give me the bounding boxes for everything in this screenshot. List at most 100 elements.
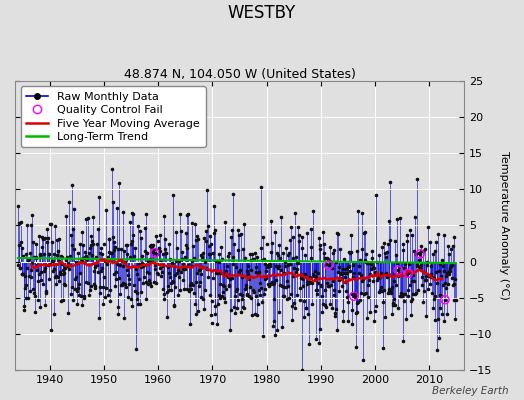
Point xyxy=(407,298,415,304)
Point xyxy=(85,292,93,298)
Point xyxy=(178,249,186,255)
Point xyxy=(236,267,244,274)
Point xyxy=(171,272,180,278)
Point xyxy=(291,210,299,216)
Point xyxy=(39,268,48,274)
Point xyxy=(264,262,272,268)
Point xyxy=(174,274,183,280)
Point xyxy=(398,293,406,300)
Point xyxy=(396,293,405,299)
Point xyxy=(203,266,211,272)
Point xyxy=(203,186,212,193)
Point xyxy=(206,250,215,257)
Point xyxy=(331,309,339,316)
Point xyxy=(224,249,233,256)
Point xyxy=(97,268,105,274)
Point xyxy=(428,274,436,280)
Point xyxy=(381,269,390,276)
Point xyxy=(424,273,433,279)
Point xyxy=(225,282,233,288)
Point xyxy=(230,191,238,197)
Point xyxy=(307,244,315,250)
Point xyxy=(117,246,125,252)
Point xyxy=(445,270,453,277)
Point xyxy=(223,274,232,280)
Point xyxy=(236,230,245,237)
Point xyxy=(238,274,246,280)
Point xyxy=(89,214,97,220)
Point xyxy=(137,264,145,270)
Point xyxy=(358,356,367,363)
Point xyxy=(45,251,53,257)
Point xyxy=(300,251,309,258)
Point xyxy=(37,269,45,276)
Point xyxy=(58,254,66,260)
Point xyxy=(366,266,375,272)
Point xyxy=(63,309,72,316)
Point xyxy=(152,280,160,286)
Point xyxy=(128,238,136,244)
Point xyxy=(16,264,25,271)
Point xyxy=(286,261,294,268)
Point xyxy=(113,204,122,211)
Point xyxy=(333,326,341,333)
Point xyxy=(397,290,405,297)
Point xyxy=(369,318,378,324)
Point xyxy=(190,254,199,261)
Point xyxy=(41,302,49,308)
Point xyxy=(41,264,50,271)
Point xyxy=(163,264,172,270)
Point xyxy=(206,292,214,298)
Point xyxy=(117,282,126,288)
Point xyxy=(173,266,182,273)
Point xyxy=(191,237,200,244)
Point xyxy=(72,274,80,280)
Point xyxy=(173,270,181,276)
Point xyxy=(418,282,426,288)
Point xyxy=(178,256,186,262)
Point xyxy=(28,212,36,219)
Point xyxy=(278,323,286,330)
Point xyxy=(127,241,135,247)
Point xyxy=(252,263,260,270)
Point xyxy=(233,305,241,311)
Point xyxy=(410,248,419,254)
Point xyxy=(176,287,184,294)
Point xyxy=(205,233,214,239)
Point xyxy=(288,303,296,310)
Point xyxy=(285,295,293,301)
Point xyxy=(225,283,234,290)
Point xyxy=(296,285,304,291)
Point xyxy=(161,236,169,242)
Point xyxy=(264,281,272,287)
Point xyxy=(176,211,184,218)
Point xyxy=(134,300,143,307)
Point xyxy=(51,223,59,229)
Title: 48.874 N, 104.050 W (United States): 48.874 N, 104.050 W (United States) xyxy=(124,68,355,81)
Point xyxy=(157,273,165,280)
Point xyxy=(52,273,60,279)
Point xyxy=(119,209,128,216)
Point xyxy=(302,305,310,312)
Point xyxy=(26,250,34,256)
Point xyxy=(181,266,189,272)
Point xyxy=(283,283,292,289)
Point xyxy=(330,247,338,254)
Point xyxy=(430,296,438,302)
Point xyxy=(417,262,425,268)
Point xyxy=(398,291,406,297)
Point xyxy=(374,275,382,282)
Point xyxy=(307,226,315,232)
Point xyxy=(387,287,396,294)
Point xyxy=(434,334,443,341)
Point xyxy=(213,320,222,327)
Point xyxy=(293,292,302,298)
Point xyxy=(130,253,138,259)
Point xyxy=(336,271,345,278)
Point xyxy=(76,241,84,247)
Point xyxy=(157,257,166,264)
Point xyxy=(341,279,349,285)
Point xyxy=(101,294,109,300)
Point xyxy=(407,312,416,319)
Point xyxy=(77,293,85,299)
